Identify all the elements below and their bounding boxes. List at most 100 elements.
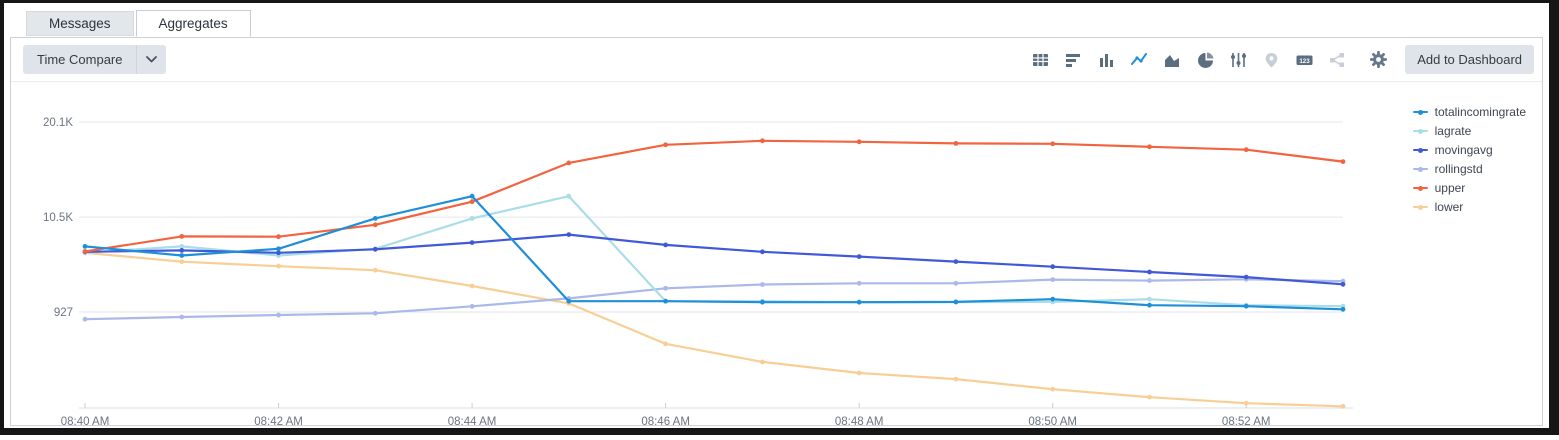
bar-chart-icon[interactable] — [1061, 48, 1085, 72]
single-value-icon[interactable]: 123 — [1292, 48, 1316, 72]
data-point[interactable] — [1050, 141, 1056, 147]
data-point[interactable] — [856, 280, 862, 286]
add-to-dashboard-button[interactable]: Add to Dashboard — [1405, 45, 1534, 74]
time-compare-button[interactable]: Time Compare — [23, 45, 137, 74]
legend-item-totalincomingrate[interactable]: totalincomingrate — [1412, 105, 1526, 119]
time-compare-dropdown-button[interactable] — [136, 45, 167, 74]
data-point[interactable] — [1340, 281, 1346, 287]
data-point[interactable] — [953, 280, 959, 286]
data-point[interactable] — [1147, 278, 1152, 283]
series-upper — [82, 138, 1346, 254]
legend-swatch — [1412, 128, 1428, 134]
data-point[interactable] — [1050, 296, 1056, 302]
map-pin-icon[interactable] — [1259, 48, 1283, 72]
legend-swatch — [1412, 204, 1428, 210]
legend-item-lower[interactable]: lower — [1412, 201, 1526, 213]
data-point[interactable] — [1050, 277, 1056, 282]
data-point[interactable] — [1243, 274, 1249, 280]
table-icon[interactable] — [1028, 48, 1052, 72]
data-point[interactable] — [1050, 386, 1056, 392]
data-point[interactable] — [663, 341, 668, 347]
data-point[interactable] — [663, 285, 668, 291]
data-point[interactable] — [372, 246, 378, 252]
data-point[interactable] — [372, 267, 378, 273]
data-point[interactable] — [760, 359, 765, 365]
data-point[interactable] — [179, 248, 185, 253]
y-axis-tick-label: 927 — [54, 307, 73, 319]
data-point[interactable] — [276, 246, 281, 252]
data-point[interactable] — [179, 234, 185, 239]
data-point[interactable] — [760, 138, 765, 144]
data-point[interactable] — [276, 234, 281, 240]
pie-chart-icon[interactable] — [1193, 48, 1217, 72]
data-point[interactable] — [856, 370, 862, 376]
data-point[interactable] — [372, 222, 378, 228]
data-point[interactable] — [953, 259, 959, 264]
data-point[interactable] — [1147, 269, 1152, 275]
legend-item-lagrate[interactable]: lagrate — [1412, 125, 1526, 137]
legend-swatch — [1412, 166, 1428, 172]
data-point[interactable] — [663, 142, 668, 148]
data-point[interactable] — [276, 250, 281, 256]
legend-item-movingavg[interactable]: movingavg — [1412, 144, 1526, 156]
aggregates-line-chart[interactable]: 927 10.5K 20.1K 08:40 AM 08:42 AM 08:44 AM 08:… — [13, 90, 1403, 435]
data-point[interactable] — [953, 299, 959, 305]
tab-messages[interactable]: Messages — [26, 11, 134, 36]
legend-item-upper[interactable]: upper — [1412, 182, 1526, 194]
column-chart-icon[interactable] — [1094, 48, 1118, 72]
data-point[interactable] — [179, 253, 185, 258]
data-point[interactable] — [566, 232, 572, 238]
data-point[interactable] — [1243, 400, 1249, 406]
data-point[interactable] — [179, 259, 185, 265]
legend-label: totalincomingrate — [1434, 105, 1526, 119]
scatter-chart-icon[interactable] — [1226, 48, 1250, 72]
data-point[interactable] — [1340, 306, 1346, 312]
data-point[interactable] — [1243, 303, 1249, 309]
data-point[interactable] — [760, 299, 765, 305]
data-point[interactable] — [469, 193, 475, 199]
data-point[interactable] — [760, 249, 765, 255]
data-point[interactable] — [566, 160, 572, 166]
data-point[interactable] — [1147, 144, 1152, 150]
data-point[interactable] — [179, 244, 185, 249]
link-graph-icon[interactable] — [1325, 48, 1349, 72]
tab-aggregates[interactable]: Aggregates — [135, 10, 251, 37]
data-point[interactable] — [953, 141, 959, 146]
data-point[interactable] — [372, 216, 378, 221]
data-point[interactable] — [1340, 159, 1346, 164]
data-point[interactable] — [663, 298, 668, 304]
data-point[interactable] — [1147, 302, 1152, 308]
data-point[interactable] — [82, 316, 88, 322]
legend-item-rollingstd[interactable]: rollingstd — [1412, 162, 1526, 176]
data-point[interactable] — [1050, 264, 1056, 270]
data-point[interactable] — [953, 376, 959, 382]
data-point[interactable] — [179, 314, 185, 320]
data-point[interactable] — [663, 242, 668, 248]
data-point[interactable] — [856, 254, 862, 259]
series-lagrate — [82, 193, 1346, 309]
data-point[interactable] — [760, 282, 765, 287]
data-point[interactable] — [469, 199, 475, 205]
data-point[interactable] — [856, 139, 862, 145]
data-point[interactable] — [1147, 296, 1152, 302]
data-point[interactable] — [566, 298, 572, 304]
data-point[interactable] — [276, 312, 281, 318]
line-chart-icon[interactable] — [1127, 48, 1151, 72]
visualization-picker: 123 Add to Dashboard — [1028, 45, 1534, 74]
area-chart-icon[interactable] — [1160, 48, 1184, 72]
data-point[interactable] — [1243, 147, 1249, 153]
data-point[interactable] — [372, 310, 378, 316]
data-point[interactable] — [469, 216, 475, 221]
data-point[interactable] — [276, 263, 281, 269]
data-point[interactable] — [566, 193, 572, 199]
data-point[interactable] — [469, 283, 475, 289]
data-point[interactable] — [856, 299, 862, 305]
data-point[interactable] — [469, 303, 475, 309]
data-point[interactable] — [82, 244, 88, 249]
data-point[interactable] — [82, 249, 88, 254]
gear-icon[interactable] — [1366, 48, 1390, 72]
data-point[interactable] — [1147, 394, 1152, 400]
data-point[interactable] — [1340, 403, 1346, 409]
legend-label: rollingstd — [1434, 162, 1483, 176]
data-point[interactable] — [469, 240, 475, 246]
